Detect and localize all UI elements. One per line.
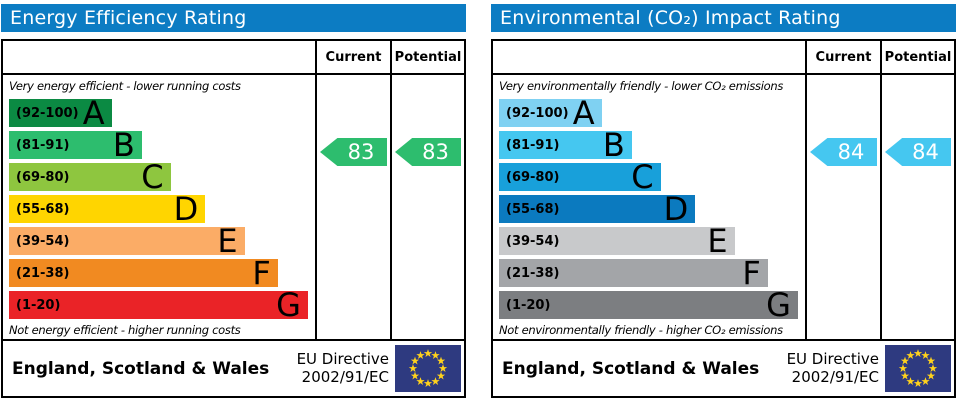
region-label: England, Scotland & Wales [12,358,270,379]
current-rating-arrow: 84 [810,138,877,166]
band-letter: A [82,94,105,132]
environmental-impact-panel: Environmental (CO₂) Impact Rating Curren… [491,4,956,398]
region-label: England, Scotland & Wales [502,358,760,379]
band-e: (39-54) E [9,222,245,260]
band-letter: E [707,222,728,260]
potential-rating-arrow: 84 [885,138,951,166]
band-f: (21-38) F [9,254,278,292]
bottom-note: Not energy efficient - higher running co… [9,323,241,337]
current-rating-arrow: 83 [320,138,387,166]
energy-panel-footer: England, Scotland & Wales EU Directive 2… [1,339,466,398]
top-note: Very environmentally friendly - lower CO… [499,79,784,93]
band-letter: D [173,190,199,228]
band-g: (1-20) G [9,286,308,324]
band-range: (55-68) [16,201,70,217]
band-range: (92-100) [16,105,79,121]
eu-flag-icon [885,345,951,392]
band-letter: F [252,254,271,292]
band-range: (92-100) [506,105,569,121]
band-letter: G [766,286,791,324]
eu-directive-line2: 2002/91/EC [791,367,879,386]
environmental-panel-footer: England, Scotland & Wales EU Directive 2… [491,339,956,398]
energy-panel-title: Energy Efficiency Rating [1,4,466,32]
current-value-column: 83 [315,75,390,339]
energy-bands-area: Very energy efficient - lower running co… [3,75,315,339]
band-range: (39-54) [506,233,560,249]
band-c: (69-80) C [9,158,171,196]
band-d: (55-68) D [9,190,206,228]
eu-directive-line2: 2002/91/EC [301,367,389,386]
eu-directive-line1: EU Directive [296,350,389,369]
eu-directive-line1: EU Directive [786,350,879,369]
band-letter: F [742,254,761,292]
eu-directive-label: EU Directive 2002/91/EC [297,351,389,386]
current-value-column: 84 [805,75,880,339]
band-letter: B [112,126,135,164]
current-column-header: Current [805,41,880,75]
band-range: (1-20) [16,297,61,313]
band-f: (21-38) F [499,254,768,292]
band-range: (39-54) [16,233,70,249]
top-note: Very energy efficient - lower running co… [9,79,241,93]
band-e: (39-54) E [499,222,735,260]
potential-column-header: Potential [880,41,954,75]
band-range: (21-38) [506,265,560,281]
band-letter: A [572,94,595,132]
band-letter: G [276,286,301,324]
potential-rating-arrow: 83 [395,138,461,166]
environmental-panel-title: Environmental (CO₂) Impact Rating [491,4,956,32]
environmental-bands-area: Very environmentally friendly - lower CO… [493,75,805,339]
band-letter: D [663,190,689,228]
eu-flag-icon [395,345,461,392]
band-letter: B [602,126,625,164]
band-a: (92-100) A [9,94,112,132]
band-range: (21-38) [16,265,70,281]
band-b: (81-91) B [499,126,632,164]
eu-directive-label: EU Directive 2002/91/EC [787,351,879,386]
blank-header-cell [3,41,315,75]
band-range: (69-80) [506,169,560,185]
band-range: (81-91) [506,137,560,153]
band-d: (55-68) D [499,190,696,228]
energy-rating-table: Current Potential Very energy efficient … [1,39,466,341]
environmental-rating-table: Current Potential Very environmentally f… [491,39,956,341]
band-a: (92-100) A [499,94,602,132]
potential-column-header: Potential [390,41,464,75]
blank-header-cell [493,41,805,75]
band-range: (1-20) [506,297,551,313]
energy-efficiency-panel: Energy Efficiency Rating Current Potenti… [1,4,466,398]
band-letter: C [141,158,164,196]
potential-value-column: 84 [880,75,954,339]
band-range: (81-91) [16,137,70,153]
band-g: (1-20) G [499,286,798,324]
band-range: (55-68) [506,201,560,217]
bottom-note: Not environmentally friendly - higher CO… [499,323,783,337]
band-letter: C [631,158,654,196]
band-c: (69-80) C [499,158,661,196]
band-b: (81-91) B [9,126,142,164]
potential-value-column: 83 [390,75,464,339]
band-letter: E [217,222,238,260]
current-column-header: Current [315,41,390,75]
band-range: (69-80) [16,169,70,185]
